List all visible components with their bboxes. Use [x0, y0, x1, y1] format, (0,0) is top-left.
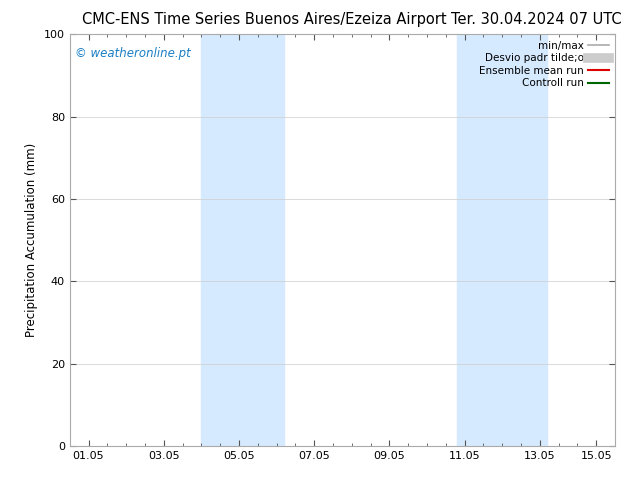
- Text: CMC-ENS Time Series Buenos Aires/Ezeiza Airport: CMC-ENS Time Series Buenos Aires/Ezeiza …: [82, 12, 447, 27]
- Text: © weatheronline.pt: © weatheronline.pt: [75, 47, 191, 60]
- Bar: [202, 34, 284, 446]
- Bar: [457, 34, 547, 446]
- Text: Ter. 30.04.2024 07 UTC: Ter. 30.04.2024 07 UTC: [451, 12, 621, 27]
- Legend: min/max, Desvio padr tilde;o, Ensemble mean run, Controll run: min/max, Desvio padr tilde;o, Ensemble m…: [475, 36, 613, 93]
- Y-axis label: Precipitation Accumulation (mm): Precipitation Accumulation (mm): [25, 143, 38, 337]
